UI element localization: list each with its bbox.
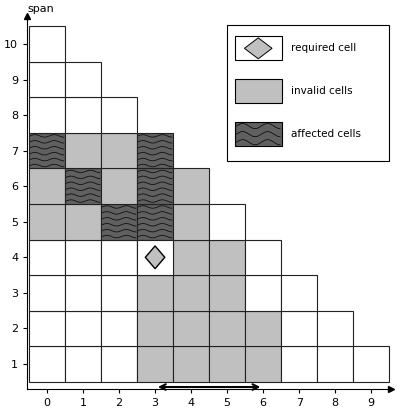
Bar bbox=[29, 346, 65, 382]
Bar bbox=[173, 204, 209, 239]
Bar bbox=[137, 239, 173, 275]
Bar bbox=[209, 311, 245, 346]
Bar bbox=[137, 346, 173, 382]
Bar bbox=[29, 204, 65, 239]
Bar bbox=[65, 133, 101, 169]
Bar bbox=[281, 311, 317, 346]
Bar bbox=[65, 239, 101, 275]
Bar bbox=[101, 97, 137, 133]
Bar bbox=[101, 133, 137, 169]
Bar bbox=[65, 169, 101, 204]
Bar bbox=[65, 346, 101, 382]
Polygon shape bbox=[145, 246, 165, 269]
Bar bbox=[245, 239, 281, 275]
Bar bbox=[317, 311, 353, 346]
Bar bbox=[173, 311, 209, 346]
Bar bbox=[245, 311, 281, 346]
Bar bbox=[101, 204, 137, 239]
Bar bbox=[29, 62, 65, 97]
Bar bbox=[209, 239, 245, 275]
Bar bbox=[65, 97, 101, 133]
Bar bbox=[137, 311, 173, 346]
Text: affected cells: affected cells bbox=[291, 129, 361, 139]
Bar bbox=[65, 275, 101, 311]
Text: span: span bbox=[27, 4, 54, 14]
Bar bbox=[173, 275, 209, 311]
FancyBboxPatch shape bbox=[234, 122, 282, 146]
Bar bbox=[137, 239, 173, 275]
FancyBboxPatch shape bbox=[234, 36, 282, 61]
Bar bbox=[173, 239, 209, 275]
Bar bbox=[137, 275, 173, 311]
Bar bbox=[29, 97, 65, 133]
Bar bbox=[317, 346, 353, 382]
Bar bbox=[209, 346, 245, 382]
Bar bbox=[65, 311, 101, 346]
Bar bbox=[101, 346, 137, 382]
Bar bbox=[137, 169, 173, 204]
Bar bbox=[137, 204, 173, 239]
Bar bbox=[101, 311, 137, 346]
Bar bbox=[281, 346, 317, 382]
Bar bbox=[245, 275, 281, 311]
Bar bbox=[209, 275, 245, 311]
Bar bbox=[101, 239, 137, 275]
Bar bbox=[29, 311, 65, 346]
Bar bbox=[101, 169, 137, 204]
Text: invalid cells: invalid cells bbox=[291, 86, 353, 96]
FancyBboxPatch shape bbox=[227, 25, 389, 161]
Bar bbox=[29, 275, 65, 311]
Text: required cell: required cell bbox=[291, 43, 356, 53]
Bar bbox=[29, 169, 65, 204]
Bar bbox=[353, 346, 389, 382]
Bar bbox=[209, 204, 245, 239]
Bar bbox=[173, 169, 209, 204]
Bar bbox=[245, 346, 281, 382]
Bar bbox=[137, 133, 173, 169]
FancyBboxPatch shape bbox=[234, 79, 282, 103]
Bar bbox=[173, 346, 209, 382]
Bar bbox=[29, 133, 65, 169]
Polygon shape bbox=[244, 38, 272, 59]
Bar bbox=[65, 204, 101, 239]
Bar bbox=[281, 275, 317, 311]
Bar bbox=[65, 62, 101, 97]
Bar bbox=[29, 239, 65, 275]
Bar bbox=[29, 26, 65, 62]
Bar bbox=[101, 275, 137, 311]
